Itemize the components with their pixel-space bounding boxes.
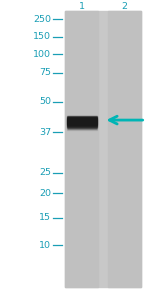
Bar	[67, 127, 97, 128]
Bar	[67, 118, 97, 119]
Text: 75: 75	[39, 68, 51, 77]
Bar	[67, 116, 97, 117]
Text: 250: 250	[33, 15, 51, 24]
Text: 50: 50	[39, 97, 51, 106]
Bar	[67, 117, 97, 118]
Bar	[65, 11, 141, 287]
Bar	[67, 122, 97, 123]
Bar	[67, 123, 97, 124]
Bar	[65, 11, 98, 287]
Bar	[67, 126, 97, 127]
Text: 20: 20	[39, 189, 51, 197]
Bar	[67, 124, 97, 125]
Text: 37: 37	[39, 128, 51, 137]
Text: 2: 2	[122, 1, 128, 11]
Text: 10: 10	[39, 241, 51, 250]
Text: 150: 150	[33, 32, 51, 41]
Text: 25: 25	[39, 168, 51, 177]
Bar	[67, 125, 97, 126]
Bar	[67, 129, 97, 130]
Text: 100: 100	[33, 50, 51, 59]
Bar	[108, 11, 141, 287]
Text: 15: 15	[39, 213, 51, 222]
Bar	[67, 121, 97, 122]
Bar	[67, 120, 97, 121]
Bar	[67, 115, 97, 116]
Text: 1: 1	[79, 1, 85, 11]
Bar	[67, 128, 97, 129]
